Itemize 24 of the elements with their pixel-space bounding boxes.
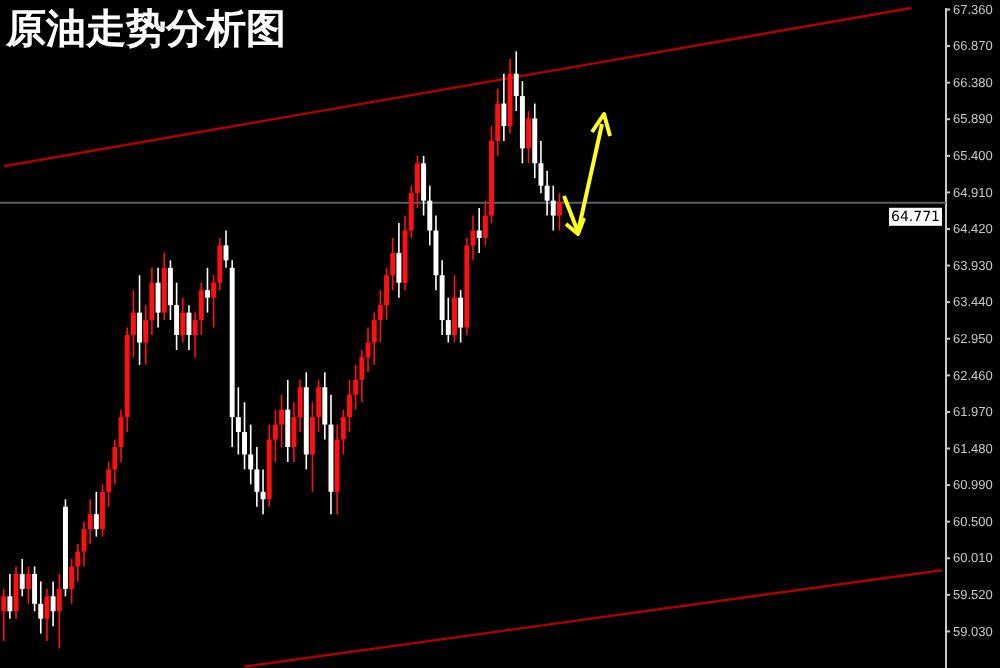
candlestick bbox=[205, 267, 210, 314]
chart-title: 原油走势分析图 bbox=[4, 4, 286, 52]
candlestick bbox=[1, 588, 7, 642]
candlestick bbox=[161, 252, 167, 321]
candlestick bbox=[458, 289, 464, 344]
candlestick bbox=[180, 296, 186, 344]
candlestick bbox=[452, 274, 457, 344]
candlestick bbox=[526, 110, 532, 165]
candlestick bbox=[155, 267, 161, 329]
candlestick bbox=[13, 565, 19, 620]
candlestick bbox=[396, 222, 402, 299]
candlestick bbox=[501, 72, 507, 142]
candlestick bbox=[25, 565, 31, 605]
candlestick bbox=[19, 558, 25, 598]
candlestick bbox=[93, 491, 99, 538]
candlestick bbox=[186, 304, 192, 351]
candlestick bbox=[137, 274, 143, 366]
candlestick bbox=[285, 379, 291, 463]
candlestick bbox=[556, 192, 562, 232]
candlestick bbox=[56, 573, 62, 650]
candlestick bbox=[7, 573, 13, 620]
candlestick bbox=[476, 207, 482, 254]
candlestick bbox=[44, 588, 50, 642]
candlestick bbox=[50, 580, 56, 627]
